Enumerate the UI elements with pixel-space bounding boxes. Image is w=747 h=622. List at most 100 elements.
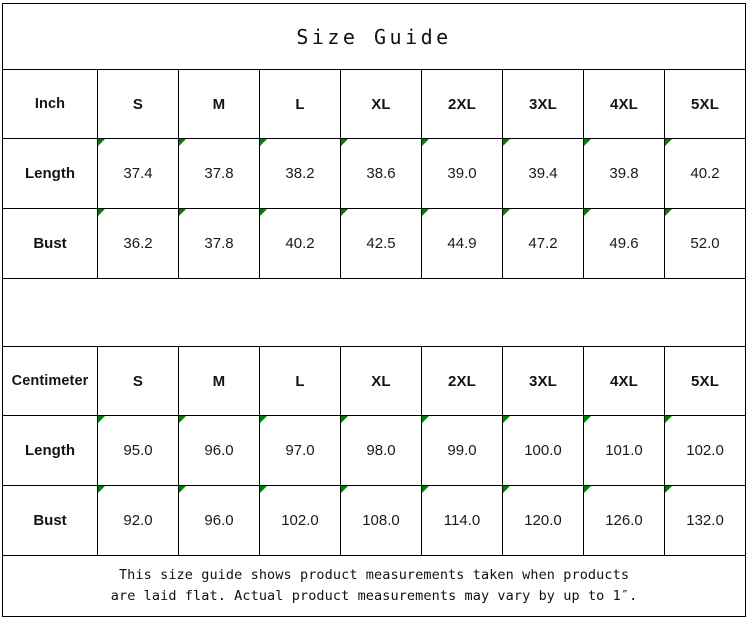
size-header-l: L [259,346,341,416]
cell-comment-marker-icon [665,209,672,216]
cell-value: 37.8 [204,165,234,182]
cell-comment-marker-icon [665,486,672,493]
cell-value: 132.0 [686,512,724,529]
value-bust-4xl: 126.0 [583,485,665,556]
value-length-2xl: 39.0 [421,138,503,209]
footer-row: This size guide shows product measuremen… [1,555,747,617]
cell-value: 101.0 [605,442,643,459]
size-header-s: S [97,346,179,416]
size-header-m: M [178,69,260,139]
unit-label-inch: Inch [2,69,98,139]
cell-comment-marker-icon [503,416,510,423]
value-bust-4xl: 49.6 [583,208,665,279]
table-row: Bust 36.2 37.8 40.2 42.5 44.9 47.2 49.6 52.0 [2,208,747,279]
cell-value: 42.5 [366,235,396,252]
cell-comment-marker-icon [422,486,429,493]
cell-comment-marker-icon [665,416,672,423]
cell-value: 39.4 [528,165,558,182]
size-header-5xl: 5XL [663,346,747,416]
value-length-m: 96.0 [178,415,260,486]
cell-comment-marker-icon [260,486,267,493]
cell-comment-marker-icon [341,209,348,216]
cell-comment-marker-icon [179,209,186,216]
footer-line1: This size guide shows product measuremen… [118,567,630,583]
cell-value: 100.0 [524,442,562,459]
cell-value: 40.2 [285,235,315,252]
value-length-3xl: 39.4 [502,138,584,209]
cell-comment-marker-icon [260,139,267,146]
cell-value: 102.0 [686,442,724,459]
cell-comment-marker-icon [98,209,105,216]
value-length-2xl: 99.0 [421,415,503,486]
cell-comment-marker-icon [179,486,186,493]
value-bust-l: 102.0 [259,485,341,556]
value-bust-s: 36.2 [97,208,179,279]
value-bust-m: 37.8 [178,208,260,279]
cell-comment-marker-icon [584,486,591,493]
cell-value: 95.0 [123,442,153,459]
value-length-5xl: 40.2 [663,138,747,209]
cell-value: 39.8 [609,165,639,182]
measure-label-bust: Bust [2,485,98,556]
cell-value: 37.4 [123,165,153,182]
unit-label-centimeter: Centimeter [2,346,98,416]
value-length-m: 37.8 [178,138,260,209]
cell-comment-marker-icon [179,416,186,423]
value-bust-s: 92.0 [97,485,179,556]
cell-value: 120.0 [524,512,562,529]
cell-comment-marker-icon [665,139,672,146]
table-spacer-row [1,278,747,347]
cell-value: 99.0 [447,442,477,459]
cell-value: 39.0 [447,165,477,182]
title-row: Size Guide [1,3,747,70]
cell-comment-marker-icon [98,139,105,146]
size-header-5xl: 5XL [663,69,747,139]
cell-value: 52.0 [690,235,720,252]
value-length-xl: 38.6 [340,138,422,209]
cell-comment-marker-icon [422,416,429,423]
cell-comment-marker-icon [503,486,510,493]
cell-value: 126.0 [605,512,643,529]
cell-value: 44.9 [447,235,477,252]
cell-value: 40.2 [690,165,720,182]
value-bust-3xl: 120.0 [502,485,584,556]
cell-comment-marker-icon [179,139,186,146]
size-header-s: S [97,69,179,139]
footer-note: This size guide shows product measuremen… [1,555,747,617]
value-bust-5xl: 132.0 [663,485,747,556]
value-bust-3xl: 47.2 [502,208,584,279]
cell-value: 108.0 [362,512,400,529]
value-bust-2xl: 114.0 [421,485,503,556]
cell-comment-marker-icon [503,139,510,146]
cell-value: 92.0 [123,512,153,529]
cell-comment-marker-icon [260,416,267,423]
cell-comment-marker-icon [98,486,105,493]
value-bust-5xl: 52.0 [663,208,747,279]
cell-value: 96.0 [204,512,234,529]
value-bust-2xl: 44.9 [421,208,503,279]
cell-comment-marker-icon [422,209,429,216]
cell-comment-marker-icon [341,486,348,493]
value-length-l: 38.2 [259,138,341,209]
cell-comment-marker-icon [341,139,348,146]
size-header-row: Centimeter S M L XL 2XL 3XL 4XL 5XL [2,346,747,416]
size-header-2xl: 2XL [421,69,503,139]
cell-comment-marker-icon [584,139,591,146]
measure-label-bust: Bust [2,208,98,279]
value-length-s: 37.4 [97,138,179,209]
value-length-4xl: 101.0 [583,415,665,486]
cell-value: 38.6 [366,165,396,182]
cell-comment-marker-icon [503,209,510,216]
cell-value: 97.0 [285,442,315,459]
cell-comment-marker-icon [341,416,348,423]
cell-comment-marker-icon [422,139,429,146]
measure-label-length: Length [2,415,98,486]
value-length-xl: 98.0 [340,415,422,486]
size-header-4xl: 4XL [583,69,665,139]
size-header-row: Inch S M L XL 2XL 3XL 4XL 5XL [2,69,747,139]
table-row: Bust 92.0 96.0 102.0 108.0 114.0 120.0 126.0 132… [2,485,747,556]
cell-value: 37.8 [204,235,234,252]
size-header-l: L [259,69,341,139]
size-header-xl: XL [340,346,422,416]
